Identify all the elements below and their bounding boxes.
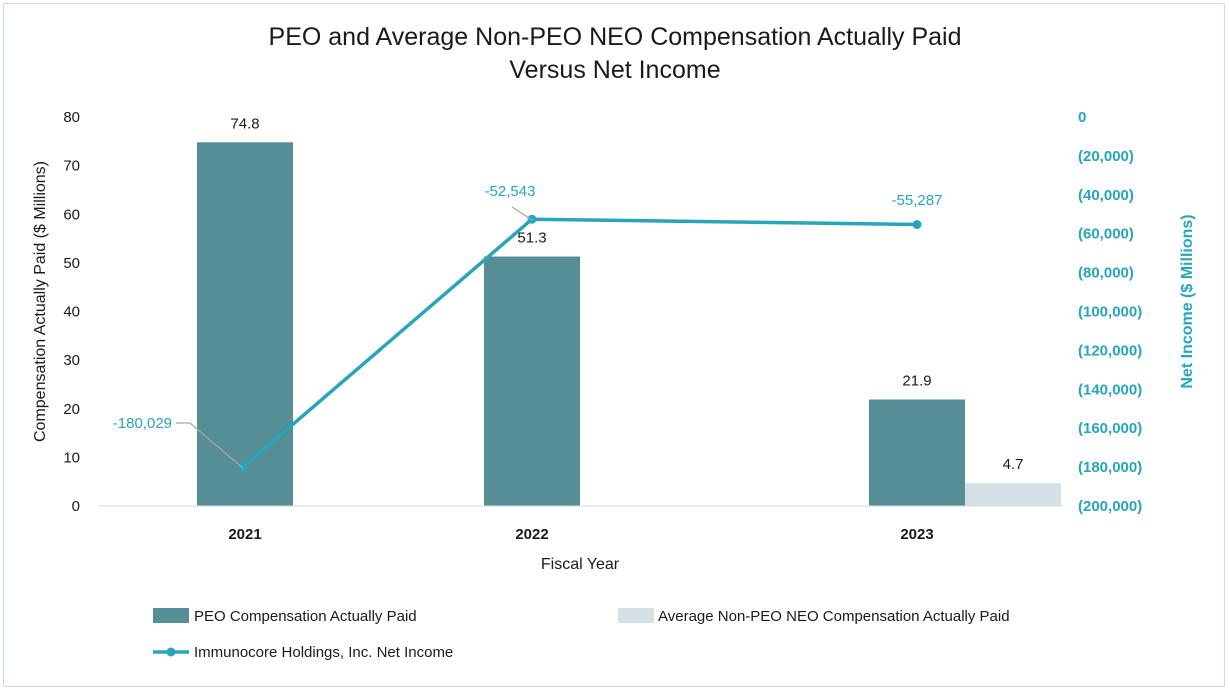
net-income-point-2021: [238, 462, 248, 472]
legend-label-peo: PEO Compensation Actually Paid: [194, 608, 417, 625]
y-tick-label: 60: [63, 206, 80, 223]
legend-swatch-neo: [618, 608, 654, 623]
x-tick-label: 2021: [228, 526, 261, 543]
y-tick-label: 80: [63, 109, 80, 126]
y2-tick-label: (60,000): [1078, 226, 1134, 243]
y2-tick-label: (80,000): [1078, 265, 1134, 282]
legend-label-neo: Average Non-PEO NEO Compensation Actuall…: [658, 608, 1010, 625]
y-tick-label: 70: [63, 158, 80, 175]
y2-tick-label: (160,000): [1078, 420, 1142, 437]
x-tick-label: 2022: [515, 526, 548, 543]
chart-title-line-1: PEO and Average Non-PEO NEO Compensation…: [269, 23, 962, 51]
chart-title-line-2: Versus Net Income: [509, 56, 720, 84]
y-tick-label: 10: [63, 449, 80, 466]
bar-neo-label-2023: 4.7: [1003, 456, 1024, 473]
y-tick-label: 30: [63, 352, 80, 369]
bar-peo-label-2023: 21.9: [902, 373, 931, 390]
net-income-label-2023: -55,287: [892, 192, 943, 209]
legend-label-net-income: Immunocore Holdings, Inc. Net Income: [194, 644, 453, 661]
bar-peo-2021: [197, 142, 293, 506]
x-tick-label: 2023: [900, 526, 933, 543]
bar-peo-2023: [869, 399, 965, 506]
leader-line-2021: [176, 422, 244, 469]
legend-swatch-line-marker: [166, 647, 176, 657]
y-tick-label: 20: [63, 401, 80, 418]
net-income-point-2023: [912, 220, 922, 230]
y2-tick-label: 0: [1078, 109, 1086, 126]
y2-axis-title: Net Income ($ Millions): [1179, 214, 1196, 388]
y2-tick-label: (20,000): [1078, 148, 1134, 165]
net-income-point-2022: [527, 214, 537, 224]
x-axis-title: Fiscal Year: [541, 556, 620, 573]
y-tick-label: 40: [63, 304, 80, 321]
y2-tick-label: (180,000): [1078, 459, 1142, 476]
legend-swatch-peo: [153, 608, 189, 623]
y2-tick-label: (200,000): [1078, 498, 1142, 515]
leader-line-2022: [511, 206, 533, 221]
bar-peo-label-2021: 74.8: [230, 115, 259, 132]
net-income-label-2022: -52,543: [485, 183, 536, 200]
y2-tick-label: (100,000): [1078, 304, 1142, 321]
y-tick-label: 0: [72, 498, 80, 515]
bar-neo-2023: [965, 483, 1061, 506]
y2-tick-label: (40,000): [1078, 187, 1134, 204]
y-axis-title: Compensation Actually Paid ($ Millions): [32, 161, 49, 442]
bar-peo-label-2022: 51.3: [517, 230, 546, 247]
bar-peo-2022: [484, 256, 580, 506]
y2-tick-label: (140,000): [1078, 381, 1142, 398]
net-income-label-2021: -180,029: [113, 415, 172, 432]
y2-tick-label: (120,000): [1078, 342, 1142, 359]
y-tick-label: 50: [63, 255, 80, 272]
